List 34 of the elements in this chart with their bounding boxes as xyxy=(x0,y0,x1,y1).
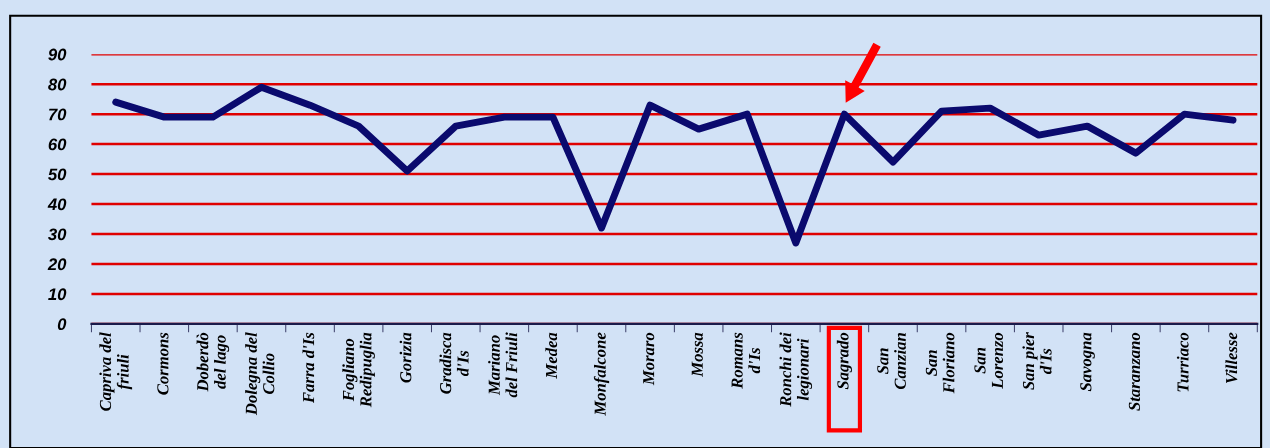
x-tick-label: Capriva del friuli xyxy=(99,332,133,411)
x-tick-label: Cormons xyxy=(157,332,169,395)
y-tick-label: 40 xyxy=(47,198,67,211)
x-tick-label: Mossa xyxy=(691,332,703,377)
y-tick-label: 30 xyxy=(48,228,67,241)
y-tick-label: 90 xyxy=(48,48,67,61)
x-tick-label: Doberdò del lago xyxy=(196,332,230,392)
x-tick-label: Ronchi dei legionari xyxy=(779,332,813,407)
x-tick-label: Turriaco xyxy=(1176,332,1189,392)
y-tick-label: 10 xyxy=(48,288,67,301)
x-tick-label: Sagrado xyxy=(836,332,852,390)
x-tick-label: Villesse xyxy=(1225,332,1238,384)
x-tick-label: San Floriano xyxy=(925,332,955,394)
y-tick-label: 70 xyxy=(49,108,67,121)
x-tick-label: Fogliano Redipuglia xyxy=(342,332,375,408)
x-tick-label: Mariano del Friuli xyxy=(488,332,518,398)
x-tick-label: Staranzano xyxy=(1128,332,1141,411)
x-tick-label: Moraro xyxy=(643,332,655,386)
x-tick-label: Monfalcone xyxy=(593,332,610,416)
x-tick-label: Medea xyxy=(545,332,558,379)
x-tick-label: Gradisca d'Is xyxy=(439,332,469,394)
y-tick-label: 80 xyxy=(48,78,67,91)
x-tick-label: Dolegna del Collio xyxy=(245,332,275,416)
y-tick-label: 60 xyxy=(48,138,67,151)
y-tick-label: 50 xyxy=(48,168,67,181)
x-tick-label: Farra d'Is xyxy=(302,332,315,404)
x-tick-label: Romans d'Is xyxy=(731,332,761,389)
y-tick-label: 20 xyxy=(47,258,67,271)
y-tick-label: 0 xyxy=(57,318,67,331)
x-tick-label: San Lorenzo xyxy=(974,332,1004,389)
x-tick-label: San pier d'Is xyxy=(1022,332,1052,390)
x-tick-label: San Canzian xyxy=(877,333,906,390)
x-tick-label: Savogna xyxy=(1080,332,1095,392)
x-tick-label: Gorizia xyxy=(399,332,412,383)
